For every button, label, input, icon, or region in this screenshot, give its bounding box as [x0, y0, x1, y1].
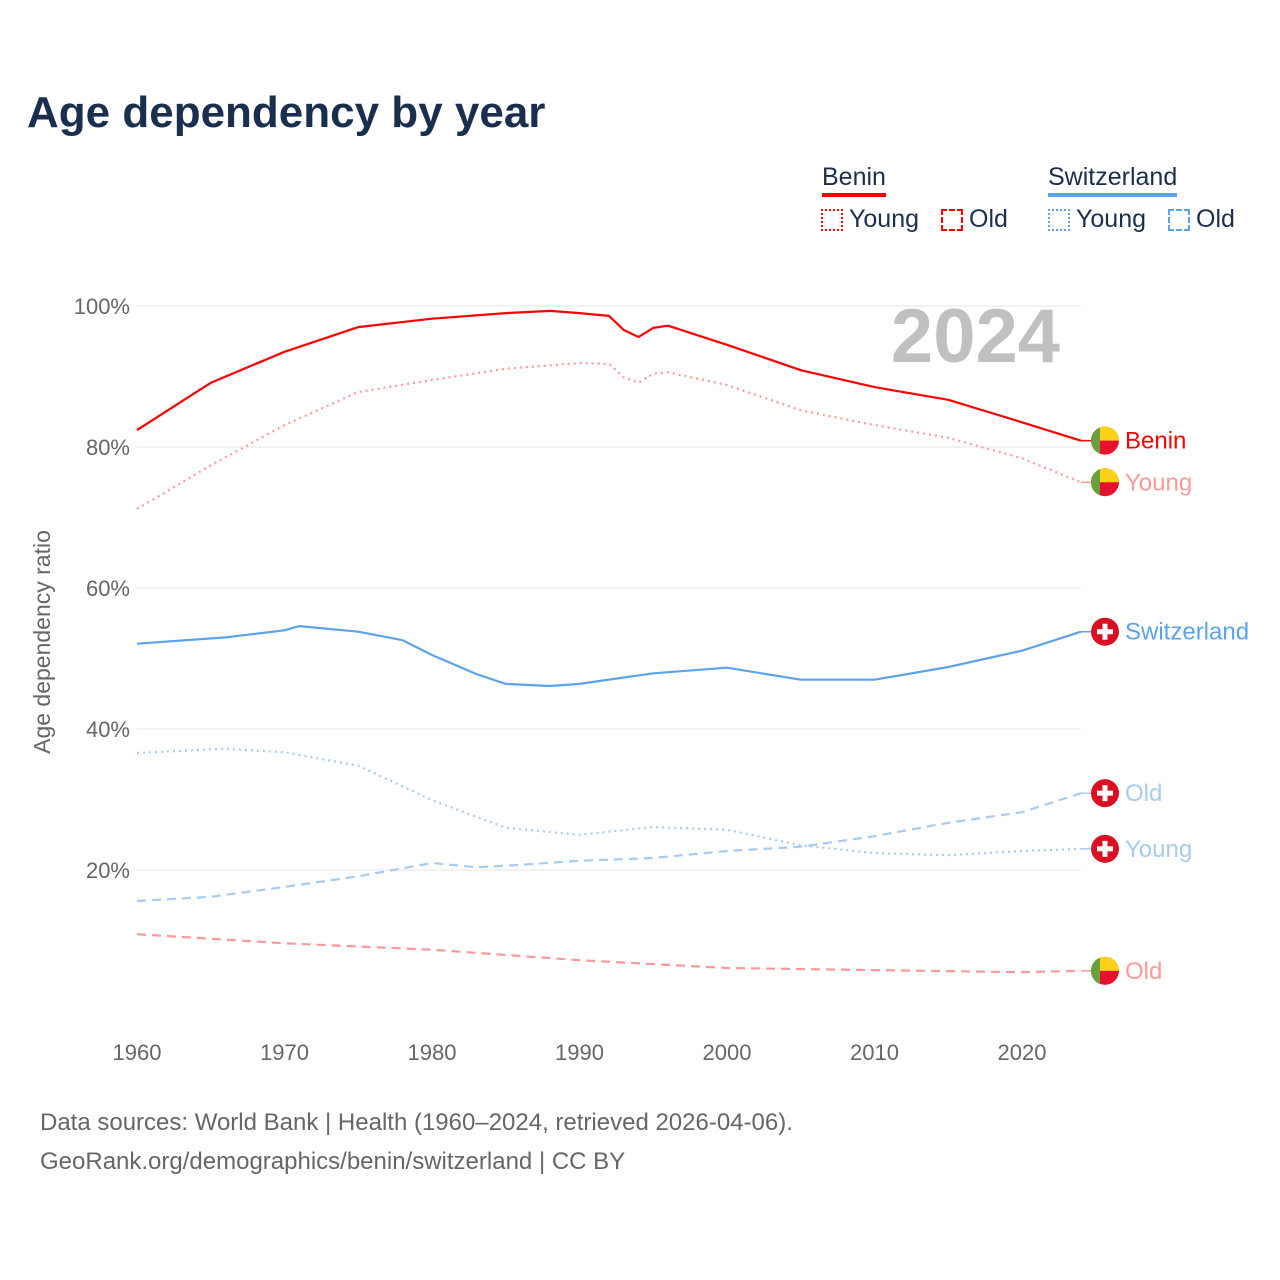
y-tick-label: 80% [86, 435, 130, 460]
x-tick-label: 2010 [850, 1040, 899, 1065]
switzerland-flag-icon [1091, 779, 1119, 808]
series-line-switzerland-old[interactable] [136, 792, 1082, 903]
footer-link[interactable]: GeoRank.org/demographics/benin/switzerla… [40, 1148, 626, 1175]
y-tick-label: 40% [86, 717, 130, 742]
chart-title: Age dependency by year [27, 88, 546, 137]
end-label: Old [1125, 780, 1162, 807]
legend-switzerland-old[interactable]: Old [1168, 205, 1235, 234]
dashed-swatch-icon [941, 208, 963, 231]
end-label: Old [1125, 958, 1162, 985]
legend-benin-old[interactable]: Old [941, 205, 1008, 234]
series-line-switzerland-young[interactable] [136, 747, 1082, 857]
benin-flag-icon [1090, 426, 1119, 455]
benin-flag-icon [1090, 956, 1119, 985]
benin-flag-icon [1090, 468, 1119, 497]
dotted-swatch-icon [1048, 208, 1070, 231]
legend-label: Old [1196, 205, 1235, 233]
legend-label: Young [1076, 205, 1146, 233]
series-line-switzerland[interactable] [136, 624, 1082, 688]
legend-label: Young [849, 205, 919, 233]
x-tick-label: 1990 [555, 1040, 604, 1065]
x-tick-label: 1960 [113, 1040, 162, 1065]
series-line-benin-old[interactable] [136, 933, 1082, 974]
switzerland-flag-icon [1091, 617, 1119, 646]
dotted-swatch-icon [821, 208, 843, 231]
end-label: Young [1125, 469, 1192, 496]
y-tick-label: 20% [86, 858, 130, 883]
legend-switzerland[interactable]: Switzerland [1048, 163, 1178, 197]
dashed-swatch-icon [1168, 208, 1190, 231]
y-tick-label: 60% [86, 576, 130, 601]
end-label: Young [1125, 836, 1192, 863]
legend-benin[interactable]: Benin [822, 163, 886, 197]
legend-label: Old [969, 205, 1008, 233]
legend-switzerland-young[interactable]: Young [1048, 205, 1146, 234]
switzerland-flag-icon [1091, 834, 1119, 863]
y-tick-label: 100% [74, 294, 130, 319]
year-watermark: 2024 [891, 294, 1060, 379]
y-axis-label: Age dependency ratio [29, 530, 55, 754]
end-label: Benin [1125, 428, 1186, 455]
series-line-benin-young[interactable] [136, 362, 1082, 510]
x-tick-label: 1970 [260, 1040, 309, 1065]
footer-sources: Data sources: World Bank | Health (1960–… [40, 1109, 793, 1136]
end-label: Switzerland [1125, 619, 1249, 646]
x-tick-label: 2000 [703, 1040, 752, 1065]
x-tick-label: 1980 [408, 1040, 457, 1065]
legend-benin-young[interactable]: Young [821, 205, 919, 234]
x-tick-label: 2020 [998, 1040, 1047, 1065]
series-line-benin[interactable] [136, 309, 1082, 442]
